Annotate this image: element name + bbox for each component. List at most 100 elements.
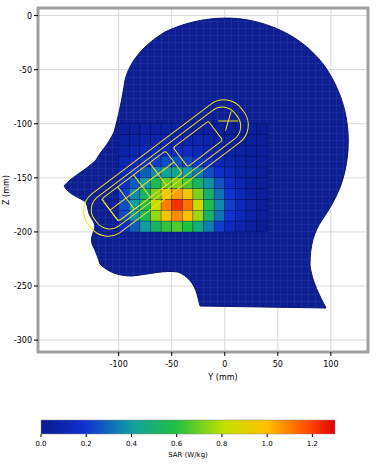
heat-cell [257,221,268,232]
heat-cell [161,221,172,232]
heat-cell [214,124,225,135]
heat-cell [204,135,215,146]
colorbar-tick [131,434,132,437]
heat-cell [140,210,151,221]
heat-cell [204,178,215,189]
heat-cell [246,178,257,189]
grid-line [38,340,368,341]
heat-cell [193,199,204,210]
heat-cell [129,221,140,232]
heat-cell [225,210,236,221]
phone-body [75,91,257,245]
heat-cell [246,189,257,200]
heat-cell [129,178,140,189]
heat-cell [214,221,225,232]
heat-cell [193,210,204,221]
x-tick-label: 0 [222,360,227,369]
heat-cell [172,221,183,232]
colorbar-tick [267,434,268,437]
plot-frame [38,8,368,352]
colorbar-bar [41,420,335,434]
phone-screen [173,121,223,167]
heat-cell [172,145,183,156]
y-tick-label: -300 [14,336,32,345]
heat-cell [161,145,172,156]
colorbar-tick [86,434,87,437]
colorbar-tick-label: 1.0 [262,440,273,448]
heat-cell [204,199,215,210]
heat-cell [257,156,268,167]
heat-cell [225,178,236,189]
y-tick [34,123,38,124]
heat-cell [235,210,246,221]
heat-cell [193,178,204,189]
plot-background [38,8,368,352]
y-tick-label: -200 [14,228,32,237]
heat-cell [204,189,215,200]
heat-cell [246,135,257,146]
heat-cell [257,210,268,221]
colorbar-tick [312,434,313,437]
heat-cell [119,135,130,146]
heat-cell [235,145,246,156]
x-tick-label: -50 [165,360,178,369]
heat-cell [257,178,268,189]
heat-cell [214,199,225,210]
heat-cell [161,167,172,178]
heat-cell [150,210,161,221]
heat-cell [225,156,236,167]
y-axis-title: Z (mm) [2,175,11,205]
heat-cell [129,145,140,156]
y-tick [34,340,38,341]
x-axis-title: Y (mm) [207,373,237,382]
x-tick [277,352,278,356]
y-tick [34,231,38,232]
heat-cell [150,124,161,135]
heat-cell [225,221,236,232]
heat-cell [235,167,246,178]
heat-cell [257,189,268,200]
heat-cell [172,199,183,210]
heat-cell [161,124,172,135]
y-tick-label: -250 [14,282,32,291]
heat-cell [150,135,161,146]
heat-cell [246,156,257,167]
heat-cell [257,145,268,156]
heat-cell [129,135,140,146]
y-tick-label: -100 [14,120,32,129]
colorbar-tick [176,434,177,437]
heat-cell [150,178,161,189]
colorbar-tick-label: 0.8 [216,440,227,448]
y-tick [34,15,38,16]
heat-cell [204,124,215,135]
y-tick [34,69,38,70]
phone [75,91,257,245]
heat-cell [235,189,246,200]
heat-cell [204,221,215,232]
heat-cell [257,167,268,178]
phone-inner [85,101,247,236]
x-tick-label: 100 [323,360,338,369]
colorbar-tick [41,434,42,437]
heat-cell [235,178,246,189]
phone-detail [110,162,174,210]
heat-cell [182,167,193,178]
grid-line [38,15,368,16]
head-outline [64,18,348,308]
y-tick [34,286,38,287]
x-tick [171,352,172,356]
heat-cell [182,221,193,232]
y-tick-label: 0 [27,12,32,21]
heat-cell [214,167,225,178]
heat-cell [214,189,225,200]
heat-cell [140,135,151,146]
heat-cell [129,124,140,135]
axes: -100-500501000-50-100-150-200-250-300Y (… [2,12,339,382]
heat-cell [182,199,193,210]
colorbar-tick-label: 0.2 [81,440,92,448]
phone-keypad [102,151,183,222]
heat-cell [257,199,268,210]
heat-cell [193,221,204,232]
heat-cell [235,156,246,167]
heat-cell [246,145,257,156]
